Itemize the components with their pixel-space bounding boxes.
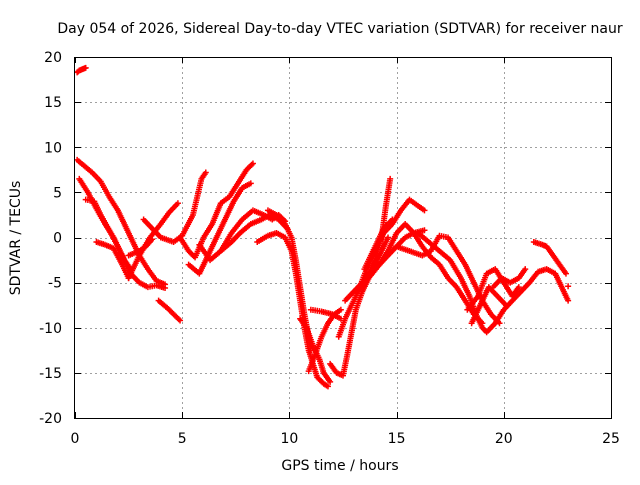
chart-title: Day 054 of 2026, Sidereal Day-to-day VTE… — [57, 21, 623, 37]
x-tick-label: 20 — [495, 431, 513, 447]
data-point — [202, 169, 209, 176]
series-arc-r — [307, 306, 344, 322]
data-point — [149, 236, 156, 243]
series-arc-k — [185, 180, 254, 277]
y-axis-label: SDTVAR / TECUs — [8, 181, 24, 296]
ticks — [75, 57, 612, 419]
x-tick-label: 15 — [388, 431, 406, 447]
data-points — [74, 64, 572, 390]
data-point — [387, 175, 394, 182]
data-point — [562, 270, 569, 277]
data-point — [421, 207, 428, 214]
series-arc-ac — [490, 266, 529, 291]
y-tick-label: -5 — [48, 276, 62, 292]
y-tick-label: 10 — [44, 140, 62, 156]
data-point — [515, 284, 522, 291]
series-arc-g — [155, 297, 184, 324]
data-point — [502, 302, 509, 309]
x-tick-label: 5 — [178, 431, 187, 447]
data-point — [389, 216, 396, 223]
data-point — [337, 306, 344, 313]
series-arc-q — [305, 306, 344, 375]
y-tick-label: -20 — [39, 411, 62, 427]
data-point — [247, 180, 254, 187]
y-tick-label: 15 — [44, 95, 62, 111]
y-tick-label: 0 — [53, 231, 62, 247]
data-point — [249, 160, 256, 167]
data-point — [174, 200, 181, 207]
series-arc-ad — [530, 239, 569, 277]
plot-frame — [74, 57, 612, 419]
data-point — [327, 378, 334, 385]
series-arc-a — [74, 64, 89, 76]
y-tick-label: -15 — [39, 366, 62, 382]
x-tick-label: 10 — [280, 431, 298, 447]
data-point — [522, 266, 529, 273]
tick-labels: 0 5 10 15 20 25 -20 -15 -10 -5 0 5 10 15 20 — [39, 50, 620, 447]
data-point — [385, 234, 392, 241]
series-arc-h — [125, 236, 156, 259]
series-arc-ae — [565, 283, 572, 290]
x-tick-label: 0 — [71, 431, 80, 447]
series-arc-i — [140, 169, 209, 246]
series-arc-z — [415, 229, 572, 336]
y-tick-label: -10 — [39, 321, 62, 337]
series-arc-w — [361, 216, 396, 273]
data-point — [177, 317, 184, 324]
x-tick-label: 25 — [602, 431, 620, 447]
x-axis-label: GPS time / hours — [281, 458, 398, 474]
data-point — [565, 283, 572, 290]
data-point — [324, 383, 331, 390]
y-tick-label: 20 — [44, 50, 62, 66]
data-point — [565, 297, 572, 304]
data-point — [82, 64, 89, 71]
data-point — [421, 227, 428, 234]
data-point — [162, 285, 169, 292]
y-tick-label: 5 — [53, 185, 62, 201]
series-arc-e — [93, 239, 132, 282]
